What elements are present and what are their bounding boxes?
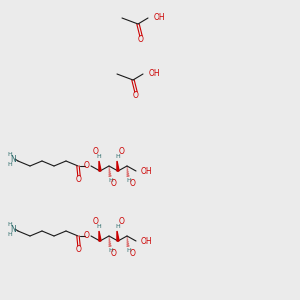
Text: OH: OH bbox=[149, 70, 160, 79]
Text: N: N bbox=[10, 224, 16, 233]
Text: H: H bbox=[8, 161, 12, 166]
Text: O: O bbox=[130, 250, 136, 259]
Text: N: N bbox=[10, 154, 16, 164]
Text: OH: OH bbox=[141, 167, 153, 176]
Polygon shape bbox=[99, 161, 101, 171]
Text: O: O bbox=[76, 245, 82, 254]
Text: H: H bbox=[127, 178, 131, 182]
Text: O: O bbox=[133, 92, 139, 100]
Text: O: O bbox=[119, 218, 125, 226]
Text: H: H bbox=[109, 248, 113, 253]
Text: H: H bbox=[8, 221, 12, 226]
Text: H: H bbox=[116, 224, 120, 230]
Text: OH: OH bbox=[154, 14, 166, 22]
Text: OH: OH bbox=[141, 236, 153, 245]
Text: H: H bbox=[127, 248, 131, 253]
Text: H: H bbox=[109, 178, 113, 182]
Text: H: H bbox=[97, 224, 101, 230]
Text: H: H bbox=[8, 152, 12, 157]
Text: H: H bbox=[97, 154, 101, 160]
Text: O: O bbox=[93, 148, 99, 157]
Text: O: O bbox=[93, 218, 99, 226]
Polygon shape bbox=[117, 161, 119, 171]
Text: O: O bbox=[84, 161, 90, 170]
Text: O: O bbox=[76, 176, 82, 184]
Text: H: H bbox=[116, 154, 120, 160]
Polygon shape bbox=[99, 231, 101, 241]
Text: O: O bbox=[111, 250, 117, 259]
Polygon shape bbox=[117, 231, 119, 241]
Text: O: O bbox=[111, 179, 117, 188]
Text: O: O bbox=[119, 148, 125, 157]
Text: H: H bbox=[8, 232, 12, 236]
Text: O: O bbox=[84, 232, 90, 241]
Text: O: O bbox=[130, 179, 136, 188]
Text: O: O bbox=[138, 35, 144, 44]
